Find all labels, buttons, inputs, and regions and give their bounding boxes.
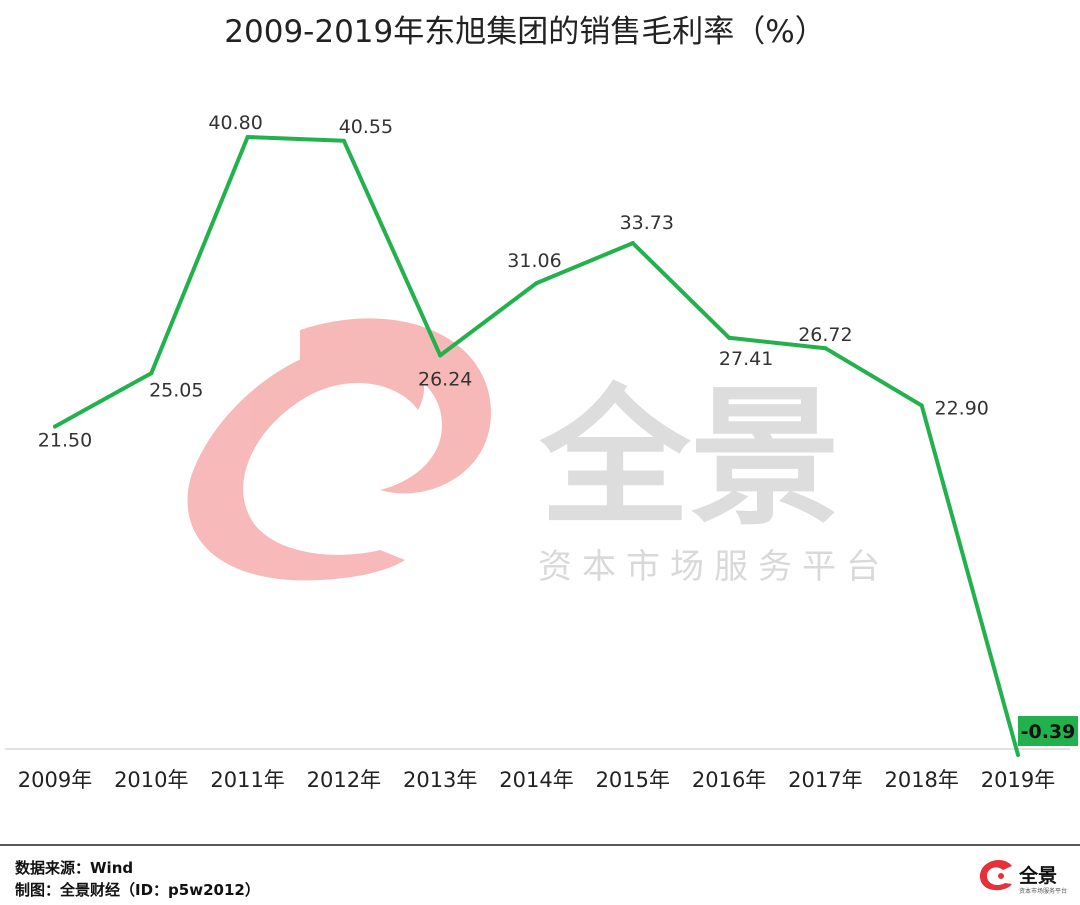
x-tick-label: 2010年 <box>114 768 188 792</box>
x-tick-label: 2011年 <box>210 768 284 792</box>
data-label: 40.80 <box>208 112 262 134</box>
footer-logo: 全景 资本市场服务平台 <box>979 860 1067 895</box>
x-tick-label: 2018年 <box>884 768 958 792</box>
data-label: 31.06 <box>507 250 561 272</box>
data-point <box>245 135 250 139</box>
x-tick-label: 2014年 <box>499 768 573 792</box>
x-tick-label: 2016年 <box>692 768 766 792</box>
data-label: 25.05 <box>149 379 203 401</box>
data-label: 40.55 <box>339 116 393 138</box>
data-point <box>53 424 57 429</box>
series-line <box>53 135 1020 757</box>
x-axis-ticks: 2009年 2010年 2011年 2012年 2013年 2014年 2015年 2016年… <box>18 768 1055 792</box>
data-label: 26.72 <box>798 324 852 346</box>
x-tick-label: 2019年 <box>981 768 1055 792</box>
x-tick-label: 2017年 <box>788 768 862 792</box>
data-point <box>149 371 154 376</box>
data-label: 33.73 <box>620 212 674 234</box>
data-point <box>438 353 443 358</box>
data-point <box>630 241 635 246</box>
watermark-logo-icon <box>187 318 491 581</box>
chart-title: 2009-2019年东旭集团的销售毛利率（%） <box>224 14 825 50</box>
data-label: 26.24 <box>418 368 472 390</box>
data-label: 21.50 <box>38 430 92 452</box>
x-tick-label: 2015年 <box>596 768 670 792</box>
watermark: 全景 资本市场服务平台 <box>187 318 890 587</box>
footer-logo-subtext: 资本市场服务平台 <box>1019 887 1067 895</box>
highlight-label-box <box>1018 716 1078 746</box>
data-label: 22.90 <box>934 398 988 420</box>
data-point <box>534 281 539 286</box>
data-label: -0.39 <box>1021 721 1076 743</box>
data-point <box>341 138 346 143</box>
data-point <box>1016 752 1020 757</box>
footer-logo-icon <box>979 860 1012 891</box>
footer-logo-text: 全景 <box>1018 864 1057 887</box>
data-point <box>727 335 732 340</box>
watermark-subtitle: 资本市场服务平台 <box>538 547 890 587</box>
watermark-brand: 全景 <box>539 372 840 546</box>
data-label: 27.41 <box>719 348 773 370</box>
x-tick-label: 2009年 <box>18 768 92 792</box>
footer-maker: 制图：全景财经（ID：p5w2012） <box>15 881 260 899</box>
data-point <box>919 403 924 408</box>
data-labels: 21.50 25.05 40.80 40.55 26.24 31.06 33.73 27.41… <box>38 112 1078 757</box>
data-point <box>823 346 828 351</box>
x-tick-label: 2012年 <box>307 768 381 792</box>
x-tick-label: 2013年 <box>403 768 477 792</box>
footer-source: 数据来源：Wind <box>15 859 133 877</box>
